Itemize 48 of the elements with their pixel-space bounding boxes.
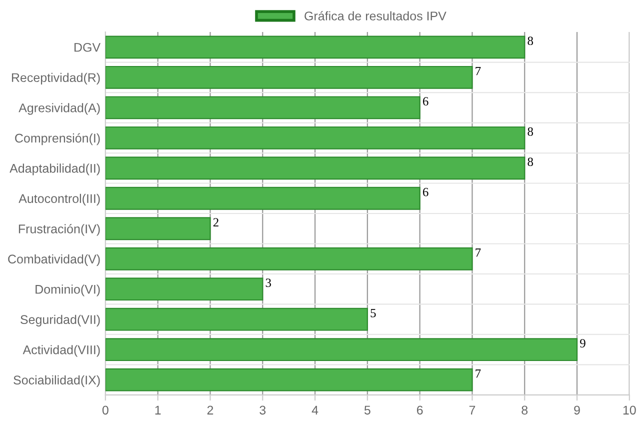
y-tick-label: DGV [74,42,101,52]
x-tick-label: 3 [260,406,266,415]
legend-label: Gráfica de resultados IPV [304,11,446,20]
data-label: 5 [370,308,376,318]
x-tick-label: 6 [416,406,423,415]
x-tick-label: 9 [574,406,580,415]
y-tick-label: Seguridad(VII) [20,314,100,326]
data-label: 3 [266,278,272,288]
y-tick-label: Dominio(VI) [36,284,100,296]
data-label: 9 [580,339,586,348]
data-label: 7 [476,66,481,76]
x-tick-label: 5 [364,406,370,415]
bar [105,308,368,331]
y-tick-label: Combatividad(V) [8,254,100,266]
data-label: 6 [422,97,428,106]
bar [105,247,473,270]
x-tick-label: 10 [623,406,636,415]
bar [105,338,578,362]
bar [105,126,526,150]
x-tick-label: 7 [469,406,476,414]
data-label: 6 [422,188,428,196]
bar [105,278,264,301]
y-tick-label: Adaptabilidad(II) [10,164,100,176]
y-tick-label: Frustración(IV) [18,224,100,236]
data-label: 8 [528,36,534,46]
x-tick-label: 2 [207,406,214,414]
y-tick-label: Agresividad(A) [18,103,100,115]
x-tick-label: 1 [155,406,161,414]
data-label: 7 [476,369,481,378]
y-tick-label: Autocontrol(III) [18,194,100,206]
x-tick-label: 0 [102,406,108,415]
bar [105,186,420,210]
data-label: 8 [528,158,534,166]
data-label: 2 [213,218,218,226]
bar [105,368,473,392]
y-tick-label: Actividad(VIII) [22,345,100,357]
data-label: 8 [528,127,534,136]
x-tick-label: 4 [312,406,318,414]
bar [105,96,420,120]
bar [105,217,211,240]
bar [105,156,526,180]
data-label: 7 [476,248,481,257]
y-tick-label: Comprensión(I) [15,133,100,146]
y-tick-label: Sociabilidad(IX) [14,375,100,387]
x-tick-label: 8 [522,406,528,415]
y-tick-label: Receptividad(R) [12,72,100,85]
bar [105,66,473,89]
bar [105,36,526,59]
